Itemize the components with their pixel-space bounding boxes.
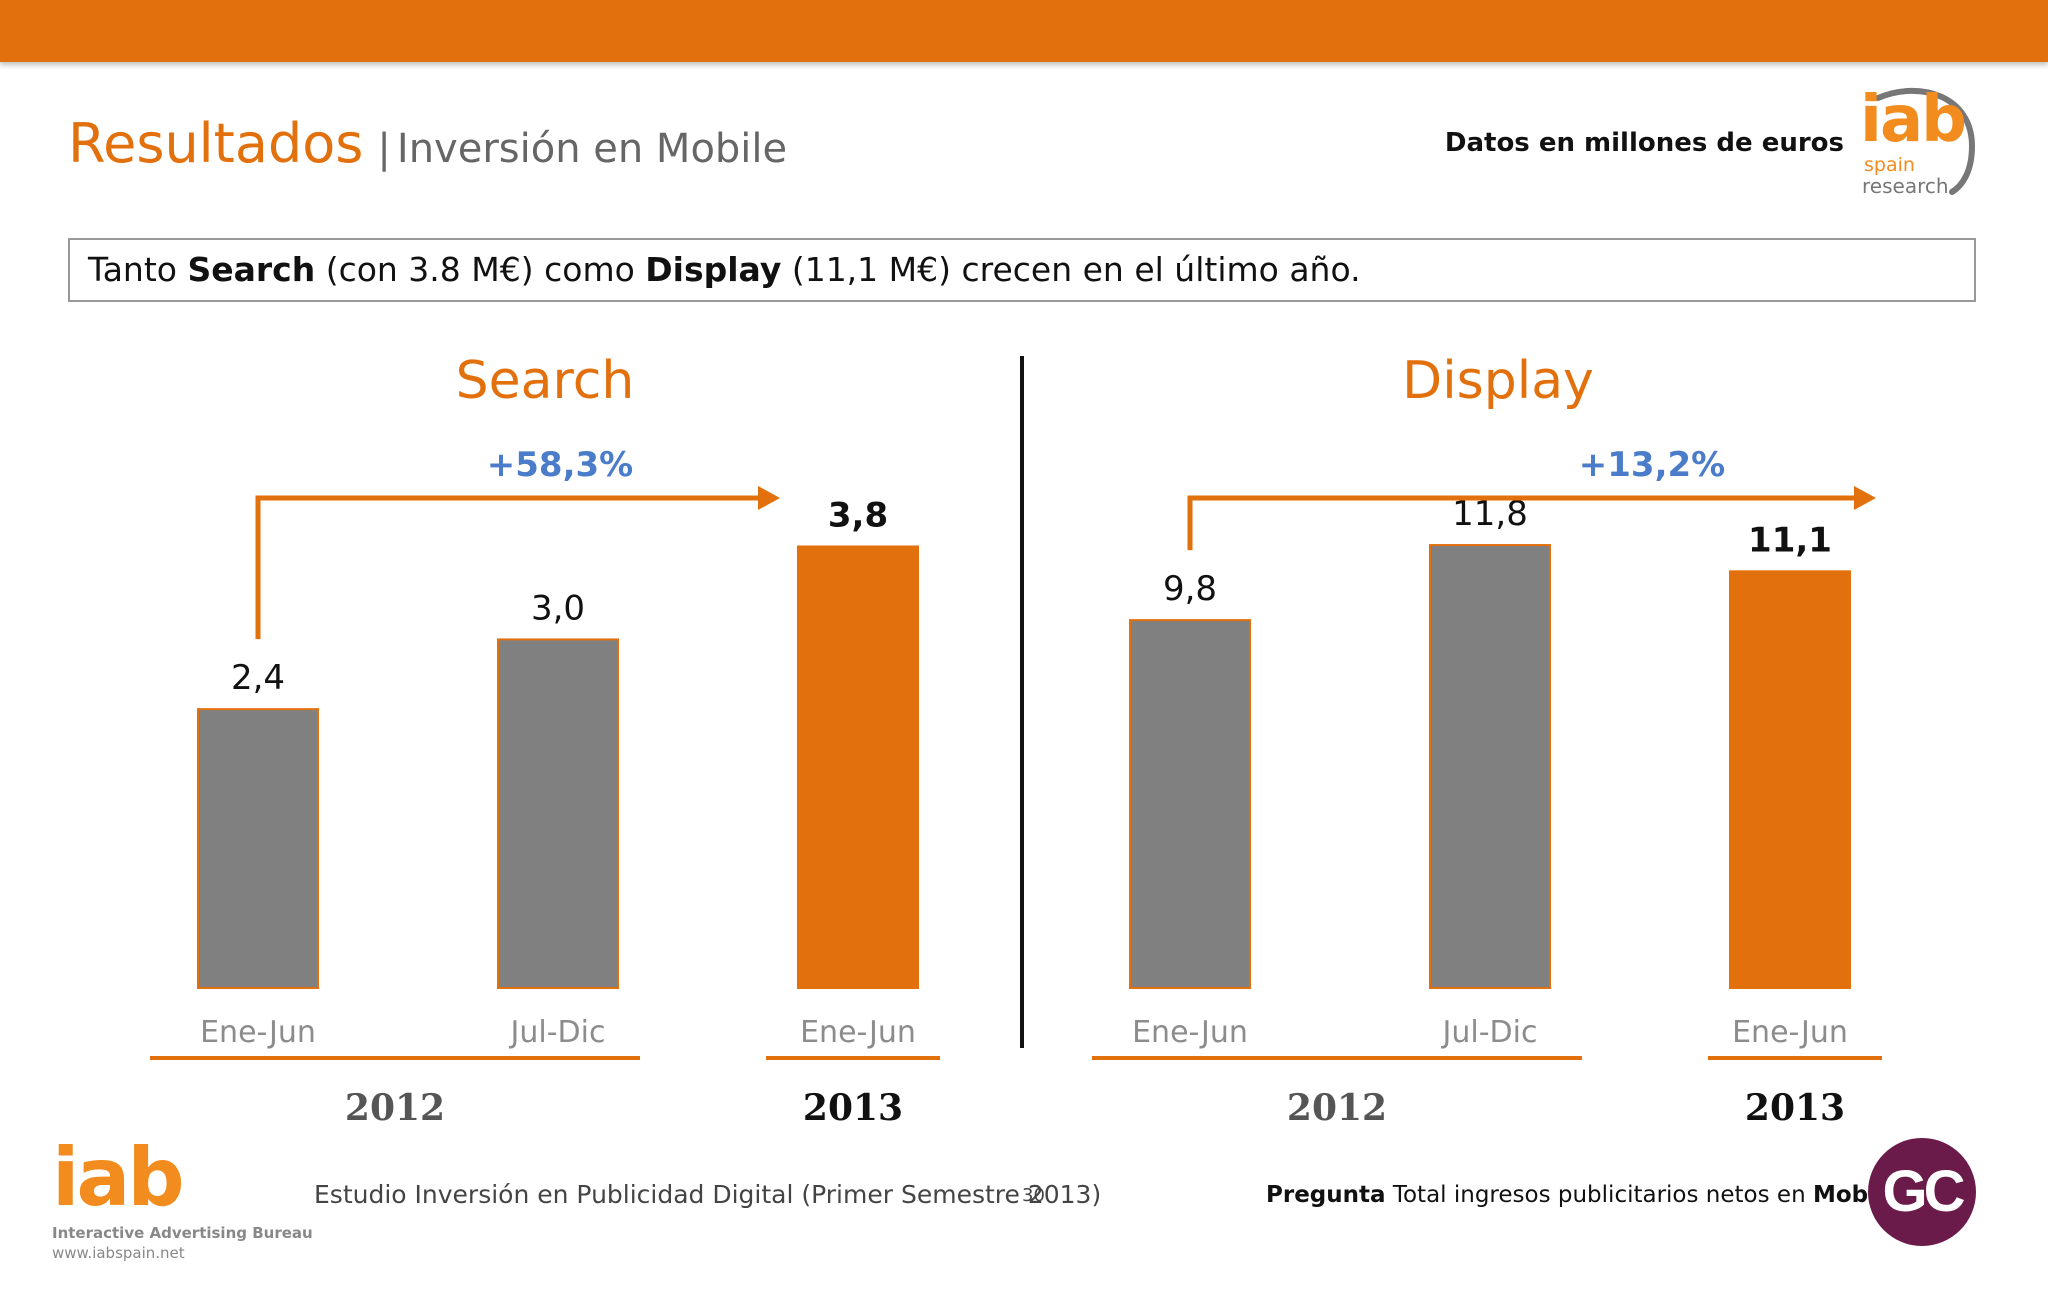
callout-text-1: Tanto [88,250,188,289]
display-value-label-1: 11,8 [1452,494,1528,534]
search-bar-0 [197,708,319,990]
display-year-underline-0 [1092,1056,1582,1060]
display-value-label-2: 11,1 [1748,520,1832,560]
page-title: Resultados | Inversión en Mobile [68,112,787,175]
question-text: Total ingresos publicitarios netos en [1385,1182,1813,1208]
iab-spain-research-logo: iab spain research [1860,86,1980,206]
search-growth-arrowhead-icon [758,486,780,510]
display-bar-2 [1729,570,1851,989]
search-category-label-1: Jul-Dic [509,1015,606,1050]
gc-badge-logo: GC [1868,1138,1976,1246]
footer-logo-text: iab [52,1131,185,1224]
search-value-label-2: 3,8 [828,495,888,535]
search-value-label-0: 2,4 [231,658,285,698]
logo-iab-text: iab [1860,83,1967,157]
search-year-underline-0 [150,1056,640,1060]
footer-org-name: Interactive Advertising Bureau [52,1224,313,1242]
callout-text-3: (11,1 M€) crecen en el último año. [781,250,1361,289]
display-bar-0 [1129,619,1251,989]
logo-swoosh-icon [1875,87,1976,195]
callout-text-2: (con 3.8 M€) como [315,250,646,289]
title-separator: | [377,126,391,172]
display-year-label-0: 2012 [1287,1087,1387,1129]
display-growth-arrow-line [1187,495,1862,551]
chart-divider [1020,356,1024,1048]
search-year-label-1: 2013 [803,1087,903,1129]
logo-research-text: research [1862,174,1949,198]
study-name: Estudio Inversión en Publicidad Digital … [314,1180,1102,1209]
display-year-underline-1 [1708,1056,1882,1060]
search-growth-arrow-line [255,495,766,640]
search-bar-2 [797,545,919,989]
display-growth-label: +13,2% [1579,445,1725,485]
display-growth-arrowhead-icon [1854,486,1876,510]
display-value-label-0: 9,8 [1163,569,1217,609]
callout-bold-search: Search [187,250,316,289]
display-category-label-1: Jul-Dic [1441,1015,1538,1050]
search-year-underline-1 [766,1056,940,1060]
title-main: Resultados [68,112,364,175]
question-note: Pregunta Total ingresos publicitarios ne… [1266,1182,1899,1208]
units-note: Datos en millones de euros [1444,128,1844,158]
title-subtitle: Inversión en Mobile [396,126,788,172]
search-year-label-0: 2012 [345,1087,445,1129]
footer-website: www.iabspain.net [52,1244,185,1262]
search-category-label-2: Ene-Jun [800,1015,916,1050]
display-category-label-0: Ene-Jun [1132,1015,1248,1050]
display-bar-1 [1429,544,1551,989]
question-label: Pregunta [1266,1182,1386,1208]
footer-iab-logo: iab Interactive Advertising Bureau www.i… [52,1131,313,1263]
key-finding-callout: Tanto Search (con 3.8 M€) como Display (… [68,238,1976,302]
display-category-label-2: Ene-Jun [1732,1015,1848,1050]
callout-bold-display: Display [645,250,782,289]
top-banner [0,0,2048,62]
display-chart-title: Display [1402,351,1594,411]
search-chart-title: Search [456,351,635,411]
display-year-label-1: 2013 [1745,1087,1845,1129]
search-value-label-1: 3,0 [531,588,585,628]
logo-spain-text: spain [1864,154,1915,176]
search-growth-label: +58,3% [487,445,633,485]
search-bar-1 [497,638,619,990]
page-number: 30 [1022,1185,1045,1206]
search-category-label-0: Ene-Jun [200,1015,316,1050]
